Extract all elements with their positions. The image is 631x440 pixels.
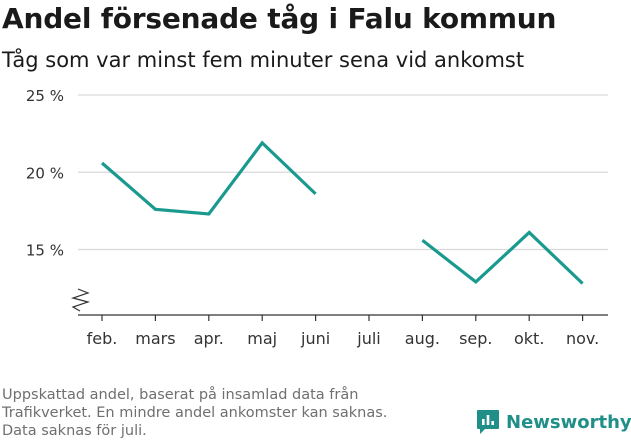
- chart-title: Andel försenade tåg i Falu kommun: [2, 2, 557, 35]
- footnote-line: Uppskattad andel, baserat på insamlad da…: [2, 387, 359, 403]
- x-tick-label: apr.: [194, 329, 224, 348]
- x-tick-label: nov.: [566, 329, 599, 348]
- footnote-line: Trafikverket. En mindre andel ankomster …: [2, 405, 388, 421]
- series-line: [100, 140, 317, 216]
- series-line: [421, 230, 584, 285]
- brand-name: Newsworthy: [506, 411, 631, 433]
- chart-subtitle: Tåg som var minst fem minuter sena vid a…: [2, 48, 525, 72]
- line-chart: 15 % 20 % 25 % feb. mars apr. maj juni juli aug. s…: [26, 87, 608, 348]
- x-tick-label: feb.: [87, 329, 118, 348]
- brand-logo: Newsworthy: [476, 409, 631, 435]
- x-tick-label: juli: [356, 329, 380, 348]
- newsworthy-logo-icon: [477, 410, 499, 434]
- x-tick-label: juni: [300, 329, 330, 348]
- x-tick-label: aug.: [405, 329, 440, 348]
- y-tick-label: 15 %: [26, 242, 64, 260]
- footnote: Uppskattad andel, baserat på insamlad da…: [2, 386, 387, 440]
- x-tick-label: sep.: [459, 329, 492, 348]
- x-tick-label: okt.: [514, 329, 544, 348]
- axis-break-icon: [70, 288, 91, 312]
- x-tick-label: maj: [247, 329, 277, 348]
- y-tick-label: 25 %: [26, 87, 64, 105]
- x-tick-label: mars: [135, 329, 175, 348]
- y-tick-label: 20 %: [26, 164, 64, 182]
- footnote-line: Data saknas för juli.: [2, 423, 147, 439]
